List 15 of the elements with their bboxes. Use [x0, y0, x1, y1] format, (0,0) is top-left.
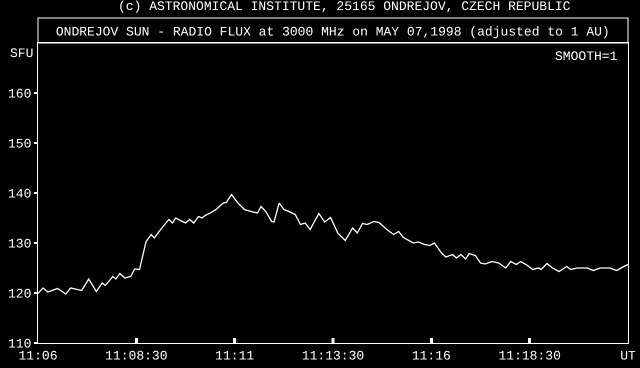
y-tick-label: 160	[8, 86, 32, 102]
y-axis-title: SFU	[10, 46, 34, 61]
y-tick-label: 130	[8, 236, 32, 252]
x-tick-label: UT	[620, 348, 636, 364]
y-tick-label: 140	[8, 186, 32, 202]
y-tick-label: 120	[8, 286, 32, 302]
x-tick-label: 11:08:30	[105, 348, 168, 364]
x-tick-label: 11:11	[215, 348, 254, 364]
y-tick-label: 150	[8, 136, 32, 152]
annotation: SMOOTH=1	[555, 49, 618, 64]
x-tick-label: 11:16	[412, 348, 451, 364]
x-tick-label: 11:18:30	[498, 348, 561, 364]
text: (c) ASTRONOMICAL INSTITUTE, 25165 ONDREJOV, CZECH REPUBLIC	[118, 0, 571, 14]
chart-title: ONDREJOV SUN - RADIO FLUX at 3000 MHz on MAY 07,1998 (adjusted to 1 AU)	[56, 24, 610, 40]
x-tick-label: 11:13:30	[302, 348, 364, 364]
